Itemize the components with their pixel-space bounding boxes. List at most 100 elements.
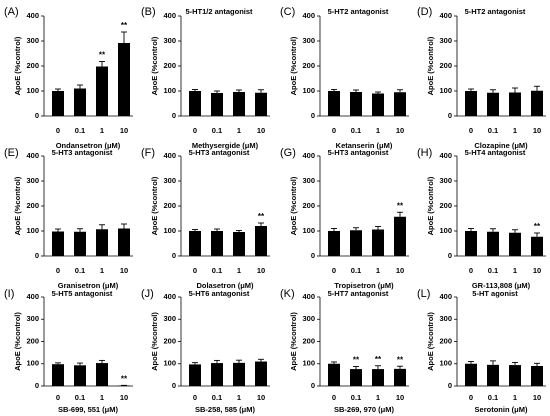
error-bar [258,222,264,226]
bar-e-1 [74,231,86,256]
y-tick-label: 0 [35,381,39,390]
bar-b-3 [255,92,267,116]
error-bar [55,362,61,365]
x-tick-label: 0.1 [351,126,361,135]
bar-j-0 [189,364,201,386]
y-tick-label: 0 [172,251,176,260]
x-axis-title: Ondansetron (μM) [56,141,121,150]
y-tick-label: 200 [302,61,315,70]
bar-c-3 [394,92,406,116]
error-bar [375,226,381,230]
x-axis-title: Granisetron (μM) [58,281,119,290]
error-bar [99,61,105,67]
y-tick-label: 100 [163,226,176,235]
significance-marker: ** [397,355,404,364]
error-bar [55,228,61,232]
y-tick-label: 300 [163,36,176,45]
bar-d-0 [465,91,477,116]
x-tick-label: 0 [332,393,336,402]
error-bar [214,228,220,231]
error-bar [468,88,474,91]
x-tick-label: 0.1 [488,393,498,402]
x-axis-title: Serotonin (μM) [475,405,528,414]
y-tick-label: 100 [302,86,315,95]
bar-l-2 [509,365,521,386]
bar-g-0 [328,231,340,256]
x-tick-label: 10 [533,126,541,135]
x-tick-label: 10 [533,393,541,402]
error-bar [468,228,474,231]
bar-j-1 [211,363,223,386]
error-bar [534,232,540,237]
y-axis-title: ApoE (%control) [13,36,22,95]
x-tick-label: 0 [193,126,197,135]
panel-title: 5-HT3 antagonist [328,148,389,157]
x-tick-label: 1 [237,266,241,275]
y-tick-label: 100 [439,226,452,235]
error-bar [77,84,83,89]
error-bar [490,89,496,93]
y-tick-label: 400 [163,292,176,301]
x-tick-label: 0 [56,266,60,275]
y-axis-title: ApoE (%control) [426,36,435,95]
x-tick-label: 10 [533,266,541,275]
bar-a-2 [96,66,108,116]
significance-marker: ** [121,21,128,30]
y-tick-label: 200 [163,201,176,210]
bar-d-1 [487,92,499,116]
x-tick-label: 1 [100,393,104,402]
y-tick-label: 0 [172,381,176,390]
bar-c-0 [328,91,340,116]
x-tick-label: 0.1 [75,126,85,135]
panel-label: (K) [280,288,295,300]
y-axis-title: ApoE (%control) [289,36,298,95]
x-tick-label: 1 [513,393,517,402]
y-tick-label: 0 [35,251,39,260]
y-tick-label: 0 [448,381,452,390]
y-axis-title: ApoE (%control) [426,176,435,235]
x-tick-label: 0 [56,393,60,402]
x-tick-label: 0 [332,126,336,135]
y-tick-label: 300 [26,36,39,45]
y-tick-label: 400 [26,151,39,160]
error-bar [353,89,359,92]
error-bar [397,365,403,369]
error-bar [353,365,359,370]
significance-marker: ** [397,201,404,210]
y-axis-title: ApoE (%control) [13,176,22,235]
y-tick-label: 200 [26,201,39,210]
bar-e-3 [118,228,130,256]
error-bar [534,85,540,91]
x-tick-label: 10 [120,393,128,402]
panel-title: 5-HT2 antagonist [328,7,389,16]
bar-f-0 [189,231,201,256]
x-tick-label: 10 [257,266,265,275]
error-bar [534,362,540,366]
x-tick-label: 0 [193,393,197,402]
bar-e-2 [96,229,108,256]
significance-marker: ** [99,51,106,60]
bar-a-0 [52,91,64,116]
bar-b-1 [211,93,223,116]
x-tick-label: 0 [469,266,473,275]
x-tick-label: 1 [513,126,517,135]
y-tick-label: 200 [163,336,176,345]
error-bar [258,358,264,362]
x-axis-title: SB-269, 970 (μM) [334,405,395,414]
error-bar [121,31,127,43]
error-bar [121,223,127,229]
panel-label: (D) [417,6,432,18]
bar-c-2 [372,93,384,116]
panel-label: (E) [4,147,19,159]
y-tick-label: 300 [26,314,39,323]
y-tick-label: 0 [448,111,452,120]
bar-c-1 [350,92,362,116]
y-tick-label: 200 [302,201,315,210]
y-tick-label: 400 [163,11,176,20]
y-tick-label: 100 [163,359,176,368]
